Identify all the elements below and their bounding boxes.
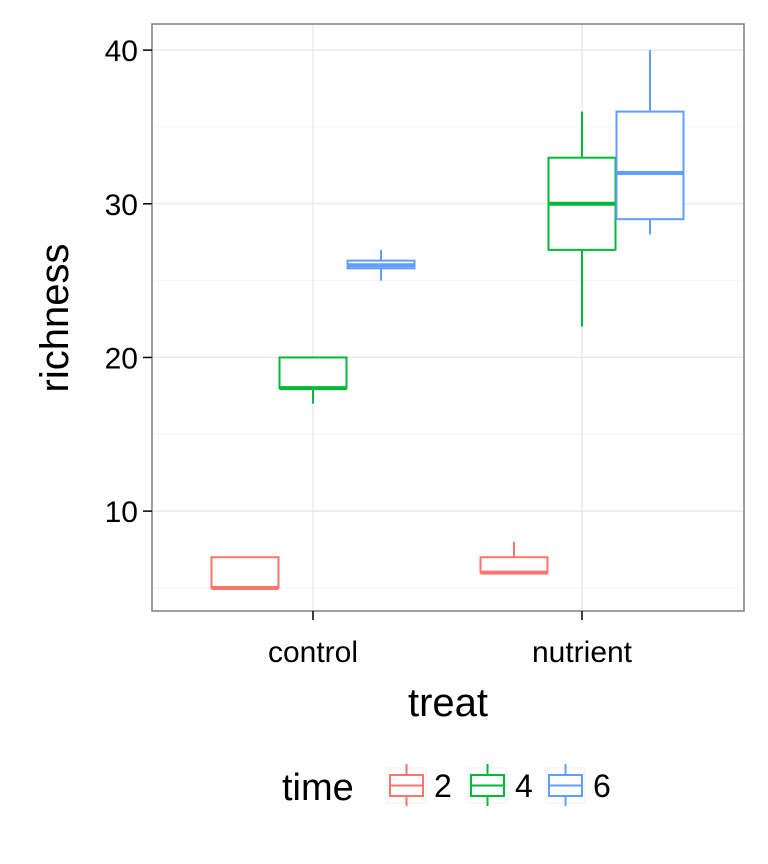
box-nutrient-time-4 bbox=[547, 111, 617, 327]
legend: time 2 4 6 bbox=[282, 764, 611, 809]
box-iqr bbox=[615, 110, 685, 221]
box-control-time-4 bbox=[278, 356, 348, 404]
plot-panel-border bbox=[151, 23, 745, 612]
grid-major bbox=[152, 24, 744, 611]
x-axis-title: treat bbox=[408, 681, 488, 725]
y-tick-label: 40 bbox=[105, 35, 138, 68]
y-tick-label: 20 bbox=[105, 342, 138, 375]
y-tick-label: 30 bbox=[105, 189, 138, 222]
legend-item-4: 4 bbox=[467, 764, 533, 806]
box-nutrient-time-2 bbox=[479, 541, 549, 575]
box-iqr bbox=[479, 556, 549, 574]
legend-item-2: 2 bbox=[386, 764, 452, 806]
box-control-time-2 bbox=[210, 556, 280, 590]
y-axis: 10 20 30 40 bbox=[105, 35, 152, 529]
y-tick-label: 10 bbox=[105, 496, 138, 529]
legend-label: 6 bbox=[593, 768, 611, 804]
boxes-layer bbox=[210, 50, 685, 590]
legend-title: time bbox=[282, 767, 354, 809]
x-tick-label: nutrient bbox=[532, 636, 633, 669]
legend-label: 2 bbox=[434, 768, 452, 804]
x-axis: control nutrient bbox=[268, 611, 633, 669]
legend-label: 4 bbox=[515, 768, 533, 804]
y-axis-title: richness bbox=[33, 244, 77, 393]
legend-item-6: 6 bbox=[545, 764, 611, 806]
box-iqr bbox=[210, 556, 280, 589]
box-iqr bbox=[278, 356, 348, 390]
x-tick-label: control bbox=[268, 636, 358, 669]
box-control-time-6 bbox=[346, 249, 416, 281]
box-nutrient-time-6 bbox=[615, 50, 685, 235]
